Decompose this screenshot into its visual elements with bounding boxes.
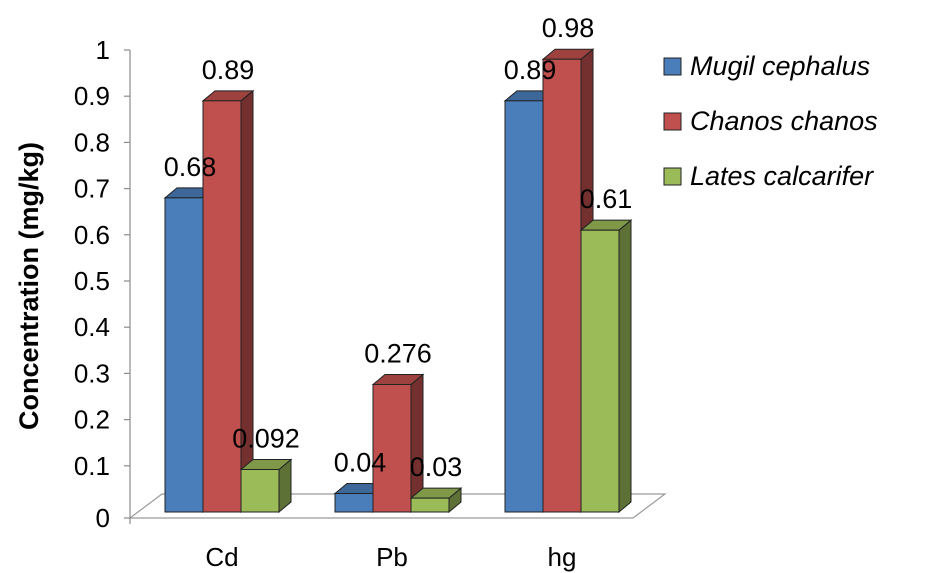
data-label: 0.276 <box>364 338 432 368</box>
legend-item: Chanos chanos <box>663 106 878 136</box>
x-tick-label: Cd <box>205 542 238 572</box>
y-tick-label: 0.7 <box>74 174 110 204</box>
bar-front <box>372 383 412 513</box>
y-tick-label: 0.1 <box>74 451 110 481</box>
y-tick-label: 1 <box>96 35 110 65</box>
bar-front <box>542 58 582 513</box>
bar <box>201 89 255 514</box>
y-tick-label: 0.6 <box>74 220 110 250</box>
legend-label: Chanos chanos <box>690 106 878 136</box>
bar <box>371 373 425 514</box>
bar-front <box>164 197 204 513</box>
y-tick-label: 0.3 <box>74 358 110 388</box>
y-tick-label: 0.4 <box>74 312 110 342</box>
x-tick-label: Pb <box>376 542 408 572</box>
y-axis-title: Concentration (mg/kg) <box>14 142 44 430</box>
bar-front <box>580 229 620 513</box>
bar-front <box>504 100 544 513</box>
legend-label: Lates calcarifer <box>690 161 874 191</box>
bars <box>163 48 633 514</box>
legend-swatch <box>663 167 682 186</box>
bar-side <box>618 219 632 514</box>
data-label: 0.89 <box>504 55 557 85</box>
data-labels: 0.68 0.89 0.092 0.04 0.276 0.03 0.89 0.98 0.61 <box>164 13 633 482</box>
bar-front <box>334 493 374 513</box>
bar <box>409 487 463 514</box>
bar <box>239 458 293 514</box>
y-axis: 0 0.1 0.2 0.3 0.4 0.5 0.6 0.7 0.8 0.9 1 <box>74 35 131 533</box>
data-label: 0.61 <box>580 184 633 214</box>
y-tick-label: 0.2 <box>74 405 110 435</box>
legend-swatch <box>663 112 682 131</box>
x-tick-label: hg <box>548 542 577 572</box>
legend-label: Mugil cephalus <box>690 51 870 81</box>
data-label: 0.98 <box>542 13 595 43</box>
data-label: 0.68 <box>164 152 217 182</box>
legend-item: Mugil cephalus <box>663 51 870 81</box>
legend-item: Lates calcarifer <box>663 161 874 191</box>
x-axis-labels: Cd Pb hg <box>205 542 576 572</box>
bar <box>579 219 633 514</box>
legend: Mugil cephalus Chanos chanos Lates calcari… <box>663 51 878 191</box>
y-tick-label: 0.8 <box>74 127 110 157</box>
data-label: 0.89 <box>202 55 255 85</box>
y-tick-label: 0 <box>96 503 110 533</box>
bar-front <box>410 497 450 513</box>
data-label: 0.03 <box>410 452 463 482</box>
y-tick-label: 0.5 <box>74 266 110 296</box>
data-label: 0.04 <box>334 448 387 478</box>
legend-swatch <box>663 57 682 76</box>
bar-front <box>240 468 280 513</box>
y-tick-label: 0.9 <box>74 81 110 111</box>
bar-front <box>202 100 242 513</box>
data-label: 0.092 <box>232 423 300 453</box>
